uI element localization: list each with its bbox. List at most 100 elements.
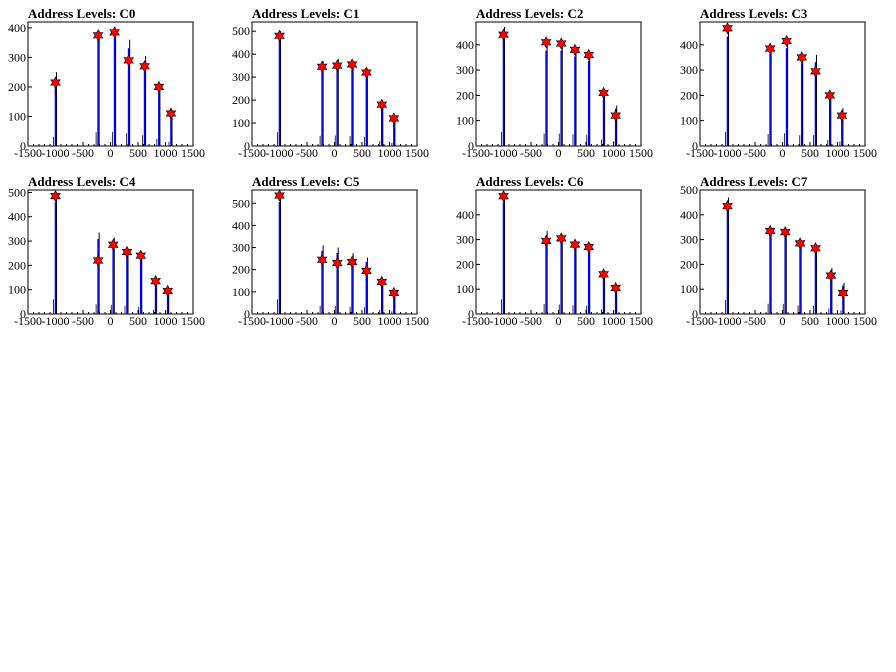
x-tick-label: 500	[353, 146, 371, 160]
peak-marker	[388, 286, 400, 300]
y-tick-label: 100	[680, 114, 698, 128]
chart-title: Address Levels: C7	[700, 174, 808, 189]
peak-marker	[121, 245, 133, 259]
y-tick-label: 500	[8, 185, 26, 199]
x-tick-label: 1000	[602, 314, 626, 328]
x-tick-label: 1000	[378, 314, 402, 328]
x-tick-label: 1500	[405, 146, 429, 160]
x-tick-label: -1000	[490, 314, 518, 328]
x-tick-label: 1000	[826, 146, 850, 160]
peak-marker	[555, 232, 567, 245]
peak-marker	[316, 253, 328, 266]
x-tick-label: 1500	[853, 314, 877, 328]
x-tick-label: -1000	[714, 146, 742, 160]
x-tick-label: 1500	[853, 146, 877, 160]
x-tick-label: -1500	[462, 146, 490, 160]
x-tick-label: 0	[556, 146, 562, 160]
y-tick-label: 100	[680, 282, 698, 296]
y-tick-label: 500	[680, 183, 698, 197]
peak-marker	[346, 58, 358, 71]
y-tick-label: 0	[692, 307, 698, 321]
x-tick-label: -1500	[238, 146, 266, 160]
peak-marker	[610, 281, 622, 295]
x-tick-label: 0	[332, 314, 338, 328]
x-tick-label: 1000	[826, 314, 850, 328]
y-tick-label: 100	[232, 116, 250, 130]
peak-marker	[794, 237, 806, 250]
x-tick-label: -500	[72, 146, 94, 160]
x-tick-label: 1500	[181, 314, 205, 328]
x-tick-label: -1000	[490, 146, 518, 160]
y-tick-label: 100	[456, 114, 474, 128]
peak-marker	[583, 48, 595, 62]
x-tick-label: -1500	[14, 314, 42, 328]
y-tick-label: 300	[456, 233, 474, 247]
y-tick-label: 400	[232, 218, 250, 232]
peak-marker	[361, 264, 372, 277]
y-tick-label: 400	[456, 38, 474, 52]
y-tick-label: 200	[456, 257, 474, 271]
x-tick-label: -500	[744, 146, 766, 160]
peak-marker	[764, 42, 776, 55]
peak-marker	[92, 29, 104, 42]
y-tick-label: 500	[232, 196, 250, 210]
peak-marker	[274, 189, 285, 202]
y-tick-label: 200	[680, 88, 698, 102]
chart-title: Address Levels: C1	[252, 6, 359, 21]
x-tick-label: 1000	[378, 146, 402, 160]
peak-marker	[316, 60, 328, 73]
y-tick-label: 300	[8, 234, 26, 248]
plot-frame	[699, 21, 866, 147]
peak-marker	[779, 226, 791, 239]
y-tick-label: 0	[244, 307, 250, 321]
y-tick-label: 300	[680, 233, 698, 247]
peak-marker	[824, 89, 836, 102]
x-tick-label: -1000	[266, 314, 294, 328]
x-tick-label: 1000	[602, 146, 626, 160]
peak-marker	[498, 28, 509, 41]
chart-panel: Address Levels: C4-1500 -1000 -500 0 500 1000…	[8, 174, 205, 328]
peak-marker	[598, 86, 609, 100]
peak-marker	[123, 54, 134, 67]
y-tick-label: 0	[20, 307, 26, 321]
peak-marker	[92, 254, 104, 267]
y-tick-label: 200	[8, 258, 26, 272]
y-tick-label: 300	[8, 50, 26, 64]
peak-marker	[135, 249, 147, 262]
x-tick-label: 500	[129, 314, 147, 328]
chart-title: Address Levels: C4	[28, 174, 136, 189]
y-tick-label: 200	[232, 93, 250, 107]
x-tick-label: 1000	[154, 314, 178, 328]
peak-marker	[153, 80, 165, 94]
y-tick-label: 0	[244, 139, 250, 153]
y-tick-label: 100	[8, 109, 26, 123]
peak-marker	[810, 242, 821, 255]
x-tick-label: -1000	[714, 314, 742, 328]
y-tick-label: 300	[680, 63, 698, 77]
x-tick-label: 0	[780, 146, 786, 160]
peak-marker	[722, 199, 733, 213]
peak-marker	[107, 238, 119, 251]
peak-marker	[540, 234, 552, 247]
x-tick-label: -1000	[42, 314, 70, 328]
y-tick-label: 300	[232, 70, 250, 84]
peak-marker	[598, 268, 609, 281]
y-tick-label: 400	[8, 21, 26, 35]
peak-marker	[109, 26, 120, 39]
x-tick-label: -1500	[238, 314, 266, 328]
y-tick-label: 200	[680, 257, 698, 271]
peak-marker	[139, 60, 150, 73]
y-tick-label: 400	[680, 38, 698, 52]
x-tick-label: 500	[129, 146, 147, 160]
y-tick-label: 200	[456, 88, 474, 102]
y-tick-label: 400	[8, 210, 26, 224]
peak-marker	[781, 34, 792, 48]
x-tick-label: -500	[296, 146, 318, 160]
peak-marker	[50, 76, 61, 89]
peak-marker	[825, 269, 837, 282]
peak-marker	[555, 37, 567, 50]
peak-marker	[150, 275, 161, 288]
x-tick-label: -500	[520, 146, 542, 160]
chart-title: Address Levels: C5	[252, 174, 360, 189]
